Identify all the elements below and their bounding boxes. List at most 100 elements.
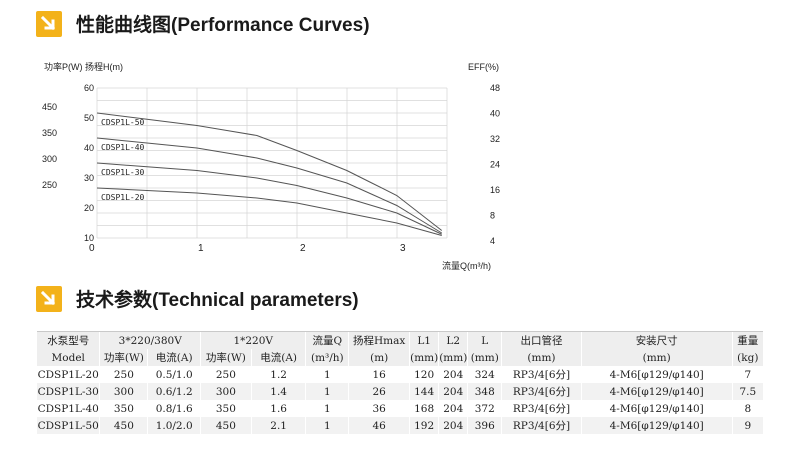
col-current-3phase: 电流(A): [147, 349, 201, 366]
table-cell: 1.6: [250, 400, 306, 417]
eff-tick-label: 40: [490, 109, 500, 119]
table-cell: RP3/4[6分]: [501, 383, 582, 400]
eff-tick-label: 32: [490, 134, 500, 144]
col-head-unit: (m): [348, 349, 410, 366]
col-weight: 重量: [731, 331, 763, 349]
table-cell: 0.8/1.6: [147, 400, 201, 417]
table-cell: 8: [731, 400, 763, 417]
x-axis-label: 流量Q(m³/h): [442, 260, 491, 271]
col-l: L: [467, 331, 502, 349]
col-l2: L2: [438, 331, 468, 349]
eff-tick-label: 24: [490, 160, 500, 170]
arrow-down-right-icon: [36, 285, 62, 312]
series-line: [96, 187, 442, 236]
table-row: CDSP1L-30 300 0.6/1.2 300 1.4 1 26 144 2…: [37, 383, 763, 400]
table-cell: 450: [99, 417, 148, 434]
col-flow-unit: (m³/h): [305, 349, 349, 366]
table-cell: 4-M6[φ129/φ140]: [580, 366, 733, 383]
head-tick-label: 60: [84, 83, 94, 93]
power-tick-label: 300: [42, 154, 57, 164]
performance-chart: CDSP1L-50 CDSP1L-40 CDSP1L-30 CDSP1L-20 60 5…: [42, 61, 500, 271]
table-cell: 372: [467, 400, 502, 417]
table-cell: 7.5: [731, 383, 763, 400]
table-cell: 9: [731, 417, 763, 434]
col-weight-unit: (kg): [731, 349, 763, 366]
table-cell: RP3/4[6分]: [501, 400, 582, 417]
table-cell: 2.1: [250, 417, 306, 434]
col-power-3phase: 功率(W): [99, 349, 148, 366]
col-1phase: 1*220V: [199, 331, 306, 349]
eff-tick-label: 16: [490, 185, 500, 195]
col-head: 扬程Hmax: [348, 331, 410, 349]
col-install-unit: (mm): [580, 349, 733, 366]
col-model-en: Model: [37, 349, 100, 366]
x-tick-label: 3: [400, 243, 406, 254]
table-cell: 46: [348, 417, 410, 434]
technical-parameters-header: 技术参数(Technical parameters): [36, 285, 359, 312]
table-cell: 348: [467, 383, 502, 400]
table-row: CDSP1L-50 450 1.0/2.0 450 2.1 1 46 192 2…: [37, 417, 763, 434]
series-label: CDSP1L-30: [101, 168, 145, 177]
chart-curves: CDSP1L-50 CDSP1L-40 CDSP1L-30 CDSP1L-20: [96, 112, 443, 236]
table-row: CDSP1L-40 350 0.8/1.6 350 1.6 1 36 168 2…: [37, 400, 763, 417]
table-cell: 350: [99, 400, 148, 417]
col-install: 安装尺寸: [580, 331, 733, 349]
table-cell: 26: [348, 383, 410, 400]
series-line: [96, 137, 443, 234]
table-cell: 192: [409, 417, 439, 434]
table-cell: 144: [409, 383, 439, 400]
table-cell: 204: [438, 417, 468, 434]
table-cell: 300: [200, 383, 252, 400]
power-tick-label: 250: [42, 180, 57, 190]
power-tick-label: 450: [42, 102, 57, 112]
table-cell: 204: [438, 383, 468, 400]
table-cell: RP3/4[6分]: [501, 366, 582, 383]
power-tick-label: 350: [42, 128, 57, 138]
table-cell: 4-M6[φ129/φ140]: [580, 417, 733, 434]
col-l-unit: (mm): [467, 349, 502, 366]
table-row: CDSP1L-20 250 0.5/1.0 250 1.2 1 16 120 2…: [37, 366, 763, 383]
table-cell: CDSP1L-50: [37, 417, 100, 434]
x-tick-label: 0: [89, 243, 95, 254]
table-cell: 120: [409, 366, 439, 383]
eff-tick-label: 8: [490, 211, 495, 221]
eff-tick-label: 4: [490, 236, 495, 246]
table-cell: 300: [99, 383, 148, 400]
arrow-down-right-icon: [36, 10, 62, 37]
eff-tick-label: 48: [490, 83, 500, 93]
head-tick-label: 30: [84, 173, 94, 183]
table-cell: 350: [200, 400, 252, 417]
col-power-1phase: 功率(W): [200, 349, 252, 366]
table-cell: 396: [467, 417, 502, 434]
head-tick-label: 20: [84, 203, 94, 213]
table-cell: RP3/4[6分]: [501, 417, 582, 434]
head-tick-label: 50: [84, 113, 94, 123]
table-cell: 1: [305, 400, 349, 417]
table-cell: 1.2: [250, 366, 306, 383]
technical-parameters-title: 技术参数(Technical parameters): [76, 290, 359, 311]
performance-curves-header: 性能曲线图(Performance Curves): [36, 10, 370, 37]
col-current-1phase: 电流(A): [250, 349, 306, 366]
series-label: CDSP1L-40: [101, 143, 145, 152]
table-cell: 250: [99, 366, 148, 383]
table-cell: 0.6/1.2: [147, 383, 201, 400]
series-line: [96, 112, 443, 231]
table-cell: CDSP1L-20: [37, 366, 100, 383]
col-model-cn: 水泵型号: [37, 331, 100, 349]
y-right-axis-label: EFF(%): [468, 62, 499, 72]
table-cell: 4-M6[φ129/φ140]: [580, 383, 733, 400]
y-left-axis-label: 功率P(W) 扬程H(m): [44, 61, 123, 72]
col-flow: 流量Q: [305, 331, 349, 349]
table-cell: 204: [438, 400, 468, 417]
table-cell: 16: [348, 366, 410, 383]
col-outlet-unit: (mm): [501, 349, 582, 366]
head-tick-label: 40: [84, 143, 94, 153]
table-cell: 0.5/1.0: [147, 366, 201, 383]
table-cell: CDSP1L-30: [37, 383, 100, 400]
table-cell: CDSP1L-40: [37, 400, 100, 417]
table-subheader-row: Model 功率(W) 电流(A) 功率(W) 电流(A) (m³/h) (m)…: [37, 349, 763, 366]
col-l1-unit: (mm): [409, 349, 439, 366]
col-l2-unit: (mm): [438, 349, 468, 366]
table-cell: 168: [409, 400, 439, 417]
